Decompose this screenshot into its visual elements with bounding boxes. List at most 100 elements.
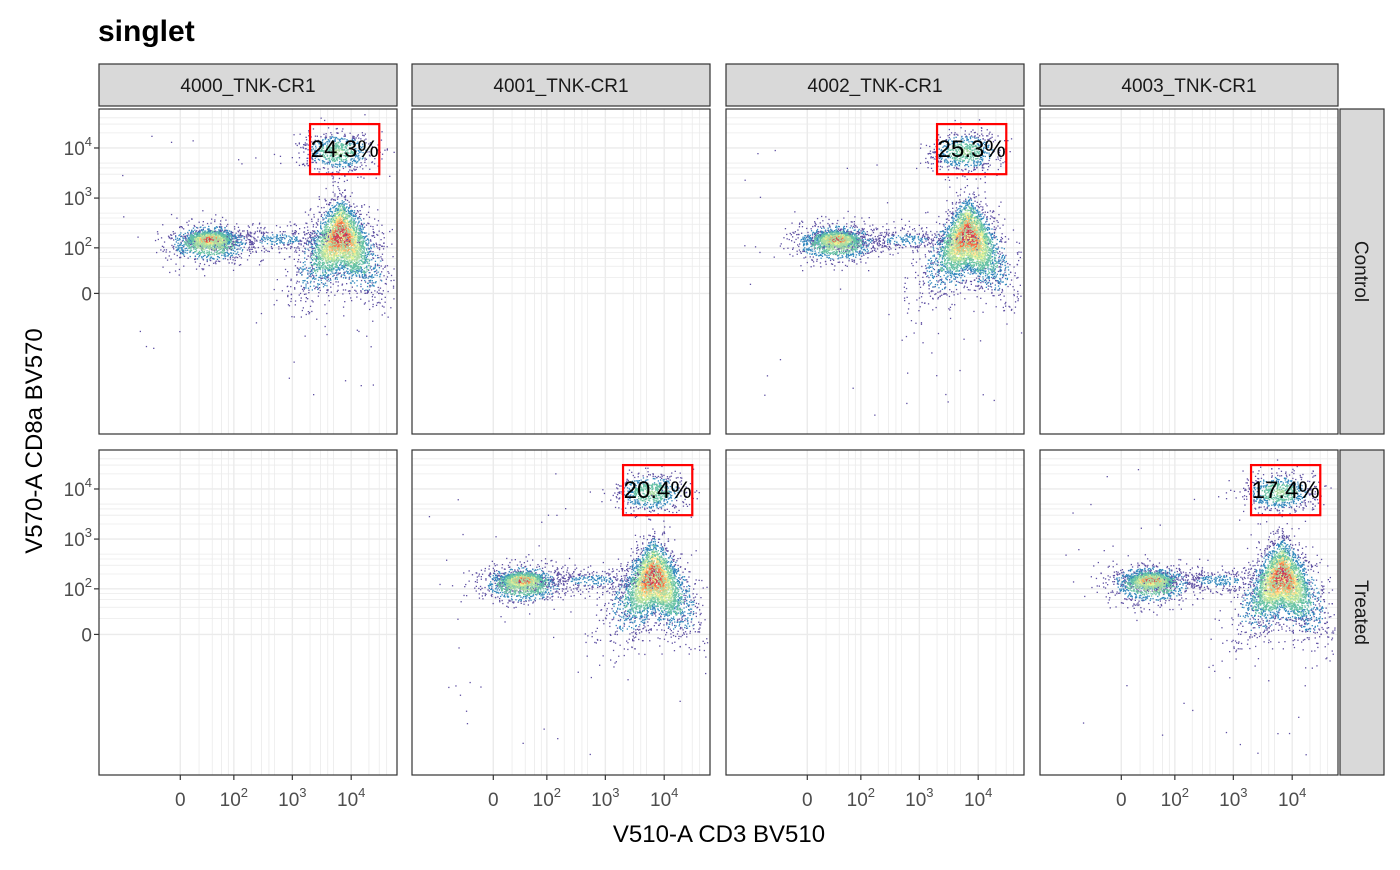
- event-point: [363, 263, 364, 264]
- event-point: [212, 243, 213, 244]
- event-point: [227, 238, 228, 239]
- event-point: [331, 250, 332, 251]
- event-point: [366, 257, 367, 258]
- event-point: [193, 228, 194, 229]
- event-point: [219, 234, 220, 235]
- event-point: [174, 254, 175, 255]
- event-point: [245, 244, 246, 245]
- event-point: [234, 263, 235, 264]
- event-point: [197, 258, 198, 259]
- event-point: [305, 287, 306, 288]
- event-point: [225, 241, 226, 242]
- event-point: [329, 250, 330, 251]
- event-point: [227, 252, 228, 253]
- event-point: [352, 287, 353, 288]
- event-point: [183, 238, 184, 239]
- event-point: [319, 287, 320, 288]
- event-point: [354, 242, 355, 243]
- event-point: [387, 246, 388, 247]
- event-point: [353, 247, 354, 248]
- event-point: [361, 257, 362, 258]
- event-point: [193, 245, 194, 246]
- event-point: [217, 256, 218, 257]
- event-point: [175, 233, 176, 234]
- event-point: [218, 245, 219, 246]
- event-point: [351, 217, 352, 218]
- event-point: [366, 266, 367, 267]
- event-point: [362, 245, 363, 246]
- event-point: [332, 269, 333, 270]
- event-point: [333, 192, 334, 193]
- event-point: [347, 220, 348, 221]
- event-point: [231, 236, 232, 237]
- event-point: [228, 244, 229, 245]
- event-point: [321, 232, 322, 233]
- event-point: [225, 258, 226, 259]
- event-point: [216, 254, 217, 255]
- event-point: [235, 256, 236, 257]
- event-point: [233, 270, 234, 271]
- event-point: [202, 243, 203, 244]
- event-point: [181, 243, 182, 244]
- event-point: [338, 216, 339, 217]
- event-point: [239, 230, 240, 231]
- event-point: [393, 286, 394, 287]
- event-point: [190, 247, 191, 248]
- event-point: [330, 202, 331, 203]
- event-point: [239, 242, 240, 243]
- event-point: [320, 252, 321, 253]
- event-point: [217, 239, 218, 240]
- event-point: [288, 291, 289, 292]
- event-point: [171, 245, 172, 246]
- event-point: [352, 244, 353, 245]
- event-point: [323, 222, 324, 223]
- event-point: [344, 211, 345, 212]
- event-point: [227, 232, 228, 233]
- event-point: [226, 249, 227, 250]
- event-point: [338, 222, 339, 223]
- event-point: [218, 250, 219, 251]
- event-point: [387, 265, 388, 266]
- event-point: [226, 232, 227, 233]
- event-point: [349, 293, 350, 294]
- event-point: [196, 240, 197, 241]
- event-point: [201, 233, 202, 234]
- event-point: [208, 226, 209, 227]
- event-point: [179, 247, 180, 248]
- event-point: [196, 245, 197, 246]
- event-point: [178, 249, 179, 250]
- event-point: [349, 204, 350, 205]
- event-point: [203, 259, 204, 260]
- event-point: [320, 257, 321, 258]
- event-point: [227, 259, 228, 260]
- event-point: [332, 207, 333, 208]
- event-point: [344, 261, 345, 262]
- event-point: [216, 261, 217, 262]
- event-point: [360, 267, 361, 268]
- event-point: [224, 254, 225, 255]
- event-point: [334, 245, 335, 246]
- event-point: [314, 281, 315, 282]
- event-point: [322, 223, 323, 224]
- event-point: [347, 273, 348, 274]
- event-point: [254, 240, 255, 241]
- event-point: [208, 240, 209, 241]
- event-point: [200, 248, 201, 249]
- event-point: [203, 268, 204, 269]
- event-point: [198, 242, 199, 243]
- event-point: [214, 236, 215, 237]
- event-point: [351, 257, 352, 258]
- event-point: [214, 242, 215, 243]
- event-point: [209, 253, 210, 254]
- event-point: [221, 241, 222, 242]
- event-point: [226, 243, 227, 244]
- event-point: [210, 237, 211, 238]
- event-point: [238, 236, 239, 237]
- event-point: [380, 256, 381, 257]
- event-point: [319, 212, 320, 213]
- event-point: [338, 267, 339, 268]
- event-point: [366, 245, 367, 246]
- event-point: [319, 199, 320, 200]
- event-point: [312, 252, 313, 253]
- event-point: [320, 223, 321, 224]
